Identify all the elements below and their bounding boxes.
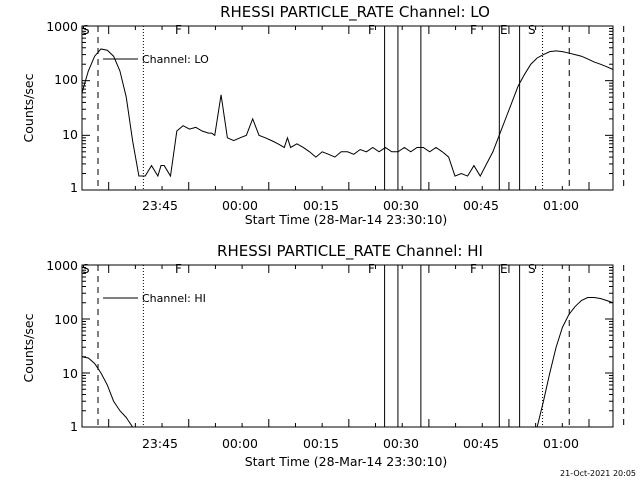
hi-event-marker-labels: S F F F E S xyxy=(82,262,536,276)
lo-series-line xyxy=(81,48,614,178)
hi-ytick-1: 1 xyxy=(70,419,78,434)
lo-marker-s-right: S xyxy=(528,23,536,37)
hi-series-line-start xyxy=(81,356,133,428)
hi-xtick-0045: 00:45 xyxy=(463,436,499,451)
hi-legend: Channel: HI xyxy=(103,292,206,305)
hi-x-tick-labels: 23:45 00:00 00:15 00:30 00:45 01:00 xyxy=(142,436,579,451)
hi-legend-label: Channel: HI xyxy=(142,292,206,305)
lo-event-marker-labels: S F F F E S xyxy=(82,23,536,37)
hi-channel-panel: RHESSI PARTICLE_RATE Channel: HI Channel… xyxy=(21,242,625,469)
hi-generated-marks xyxy=(81,265,625,428)
lo-generated-marks xyxy=(81,26,625,191)
hi-y-axis-label: Counts/sec xyxy=(21,313,36,382)
lo-legend: Channel: LO xyxy=(103,53,209,66)
lo-y-axis-label: Counts/sec xyxy=(21,73,36,142)
hi-ytick-10: 10 xyxy=(62,366,78,381)
hi-marker-f-2: F xyxy=(368,262,375,276)
lo-marker-f-2: F xyxy=(368,23,375,37)
footer-timestamp: 21-Oct-2021 20:05 xyxy=(560,469,636,478)
lo-marker-s-left: S xyxy=(82,23,90,37)
hi-marker-s-left: S xyxy=(82,262,90,276)
lo-x-tick-labels: 23:45 00:00 00:15 00:30 00:45 01:00 xyxy=(142,198,579,213)
hi-xtick-0030: 00:30 xyxy=(383,436,419,451)
hi-xtick-0015: 00:15 xyxy=(303,436,339,451)
hi-marker-f-3: F xyxy=(470,262,477,276)
lo-xtick-0015: 00:15 xyxy=(303,198,339,213)
hi-marker-e: E xyxy=(500,262,508,276)
hi-marker-f-1: F xyxy=(175,262,182,276)
hi-chart-title: RHESSI PARTICLE_RATE Channel: HI xyxy=(217,242,483,261)
lo-xtick-0100: 01:00 xyxy=(543,198,579,213)
hi-xtick-0100: 01:00 xyxy=(543,436,579,451)
lo-marker-f-3: F xyxy=(470,23,477,37)
hi-xtick-0000: 00:00 xyxy=(222,436,258,451)
hi-x-axis-label: Start Time (28-Mar-14 23:30:10) xyxy=(245,454,448,469)
lo-xtick-0045: 00:45 xyxy=(463,198,499,213)
lo-plot-frame xyxy=(81,25,614,191)
hi-plot-frame xyxy=(81,264,614,428)
lo-y-tick-labels: 1000 100 10 1 xyxy=(46,19,78,195)
lo-marker-f-1: F xyxy=(175,23,182,37)
hi-series-line-end xyxy=(536,297,614,428)
lo-channel-panel: RHESSI PARTICLE_RATE Channel: LO Channel… xyxy=(21,3,625,227)
lo-chart-title: RHESSI PARTICLE_RATE Channel: LO xyxy=(220,3,490,22)
lo-ytick-1: 1 xyxy=(70,180,78,195)
hi-ytick-100: 100 xyxy=(54,312,78,327)
lo-xtick-2345: 23:45 xyxy=(142,198,178,213)
lo-xtick-0030: 00:30 xyxy=(383,198,419,213)
lo-xtick-0000: 00:00 xyxy=(222,198,258,213)
lo-ytick-10: 10 xyxy=(62,127,78,142)
lo-ytick-1000: 1000 xyxy=(46,19,78,34)
lo-marker-e: E xyxy=(500,23,508,37)
lo-x-axis-label: Start Time (28-Mar-14 23:30:10) xyxy=(245,212,448,227)
hi-xtick-2345: 23:45 xyxy=(142,436,178,451)
hi-ytick-1000: 1000 xyxy=(46,258,78,273)
lo-legend-label: Channel: LO xyxy=(142,53,209,66)
hi-marker-s-right: S xyxy=(528,262,536,276)
lo-ytick-100: 100 xyxy=(54,72,78,87)
hi-y-tick-labels: 1000 100 10 1 xyxy=(46,258,78,434)
